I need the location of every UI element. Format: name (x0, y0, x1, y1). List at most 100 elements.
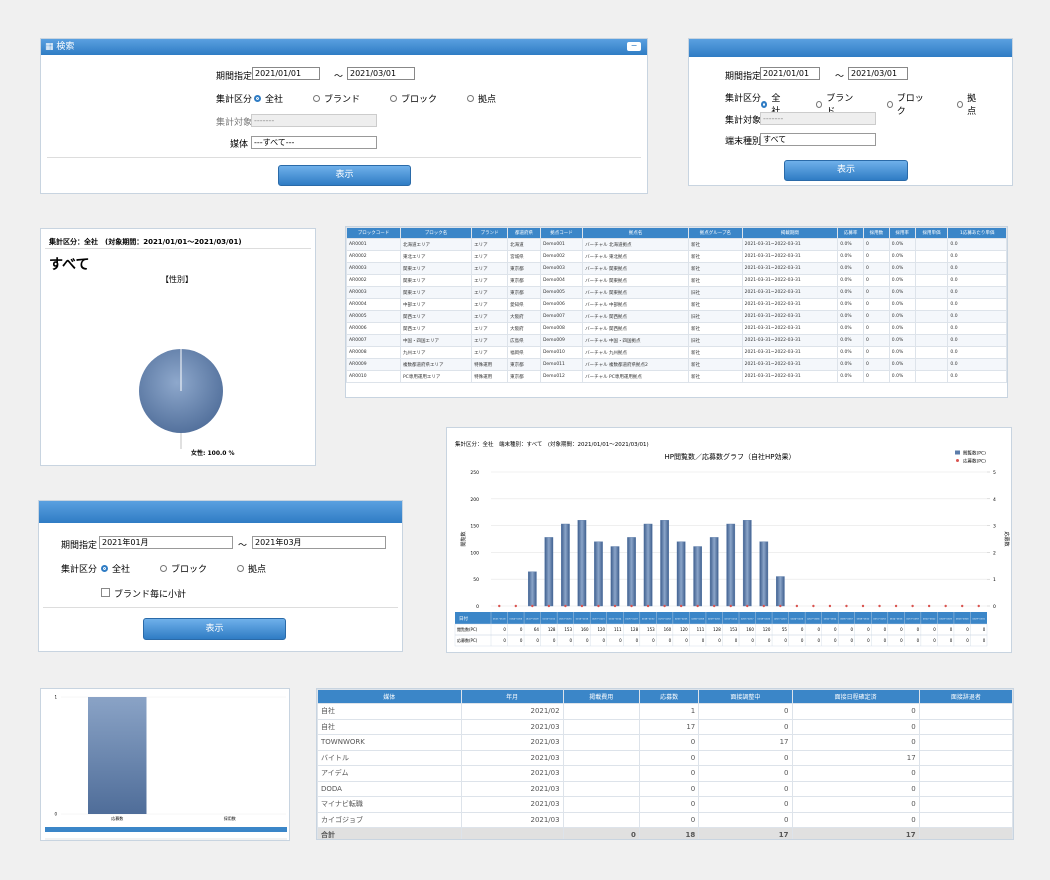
table-cell: AR0007 (346, 334, 401, 347)
table-cell: 0 (638, 749, 700, 766)
table-row: TOWNWORK 2021/03 0 17 0 (317, 734, 1013, 751)
table-cell (918, 780, 1013, 797)
pie-chart: 女性: 100.0 % (139, 349, 235, 457)
radio-dot (254, 95, 261, 102)
bar (693, 546, 703, 607)
table-cell: 0 (791, 780, 920, 797)
bar (610, 546, 620, 607)
x-tick-label: 応募数 (111, 815, 123, 821)
column-header: ブランド (471, 227, 509, 239)
table-cell: 0.0% (888, 346, 916, 359)
table-cell: 0 (698, 811, 793, 828)
table-value: 0 (520, 638, 523, 643)
table-cell: 0 (562, 827, 640, 839)
column-header: 採用率 (888, 227, 916, 239)
media-select[interactable]: ---すべて--- (251, 136, 377, 149)
table-cell: PC専用運用エリア (399, 370, 473, 383)
date-from[interactable]: 2021/01/01 (760, 67, 820, 80)
table-cell (914, 370, 949, 383)
radio-option[interactable]: ブランド (313, 92, 360, 105)
x-tick-label: 03/08~03/10 (857, 619, 870, 621)
radio-option[interactable]: 全社 (254, 92, 283, 105)
minimize-button[interactable]: − (627, 42, 641, 51)
table-cell: エリア (471, 310, 509, 323)
table-cell: 0 (638, 765, 700, 782)
divider (47, 157, 641, 158)
legend-swatch (956, 459, 959, 462)
table-cell: 2021-03-31~2022-03-31 (741, 346, 839, 359)
x-tick-label: 03/14~03/16 (890, 619, 903, 621)
radio-option[interactable]: 拠点 (957, 91, 982, 117)
x-tick-label: 03/29~03/31 (972, 619, 985, 621)
table-cell (562, 765, 640, 782)
column-header: 掲載費用 (562, 689, 640, 704)
table-cell: 0.0 (947, 298, 1007, 311)
bar (643, 523, 653, 607)
table-cell (918, 734, 1013, 751)
table-cell: AR0003 (346, 286, 401, 299)
table-value: 0 (817, 638, 820, 643)
checkbox-label: ブランド毎に小計 (114, 590, 187, 600)
search-panel-2: 期間指定 2021/01/01 ～ 2021/03/01 集計区分 全社ブランド… (688, 38, 1013, 186)
y-tick-label: 50 (473, 577, 479, 583)
table-value: 0 (784, 638, 787, 643)
radio-option[interactable]: ブロック (390, 92, 437, 105)
table-value: 0 (801, 627, 804, 632)
y-tick-label: 0 (54, 812, 57, 817)
table-cell: 愛知県 (507, 298, 541, 311)
show-button[interactable]: 表示 (784, 160, 908, 181)
separator: ～ (334, 72, 344, 82)
table-cell (918, 703, 1013, 720)
table-value: 0 (834, 627, 837, 632)
period-label: 期間指定 (216, 72, 253, 82)
target-select[interactable]: ------- (760, 112, 876, 125)
device-select[interactable]: すべて (760, 133, 876, 146)
target-select[interactable]: ------- (251, 114, 377, 127)
column-header: 拠点グループ名 (688, 227, 743, 239)
radio-option[interactable]: 拠点 (237, 562, 266, 575)
table-cell (914, 250, 949, 263)
bar-chart-panel: 集計区分：全社 端末種別：すべて (対象期間：2021/01/01～2021/0… (446, 427, 1012, 653)
panel-header (39, 501, 402, 523)
table-cell: 0.0% (837, 322, 864, 335)
radio-option[interactable]: 拠点 (467, 92, 496, 105)
table-cell: Demo006 (539, 298, 584, 311)
point (696, 604, 699, 608)
radio-option[interactable]: 全社 (101, 562, 130, 575)
table-cell: 2021/03 (460, 765, 564, 782)
table-cell (914, 238, 949, 251)
table-row-bg (454, 634, 988, 647)
table-cell: エリア (471, 238, 509, 251)
x-tick-label: 02/12~02/14 (724, 619, 737, 621)
point (845, 604, 848, 608)
bar (577, 520, 587, 607)
table-row: マイナビ転職 2021/03 0 0 0 (317, 796, 1013, 813)
table-cell: 北海道 (507, 238, 541, 251)
month-to[interactable]: 2021年03月 (252, 536, 386, 549)
month-from[interactable]: 2021年01月 (99, 536, 233, 549)
table-cell: AR0005 (346, 310, 401, 323)
show-button[interactable]: 表示 (143, 618, 286, 640)
point (746, 604, 749, 608)
period-label: 期間指定 (61, 541, 98, 551)
point (663, 604, 666, 608)
table-cell: 2021-03-31~2022-03-31 (741, 274, 839, 287)
radio-option[interactable]: ブロック (886, 91, 928, 117)
x-tick-label: 02/09~02/11 (708, 619, 721, 621)
table-row: アイデム 2021/03 0 0 0 (317, 765, 1013, 782)
checkbox-row[interactable]: ブランド毎に小計 (101, 587, 186, 600)
table-cell: バーチャル 中部拠点 (582, 298, 690, 311)
table-row: 自社 2021/02 1 0 0 (317, 703, 1013, 720)
date-from[interactable]: 2021/01/01 (252, 67, 320, 80)
date-to[interactable]: 2021/03/01 (848, 67, 908, 80)
period-label: 期間指定 (725, 72, 762, 82)
store-table: ブロックコード ブロック名 ブランド 都道府県 拠点コード 拠点名 拠点グループ名 掲載期間応… (346, 227, 1007, 383)
table-value: 120 (763, 627, 771, 632)
date-to[interactable]: 2021/03/01 (347, 67, 415, 80)
radio-option[interactable]: ブロック (160, 562, 207, 575)
show-button[interactable]: 表示 (278, 165, 411, 186)
table-value: 0 (917, 627, 920, 632)
divider (43, 607, 398, 608)
table-value: 0 (536, 638, 539, 643)
table-value: 0 (636, 638, 639, 643)
